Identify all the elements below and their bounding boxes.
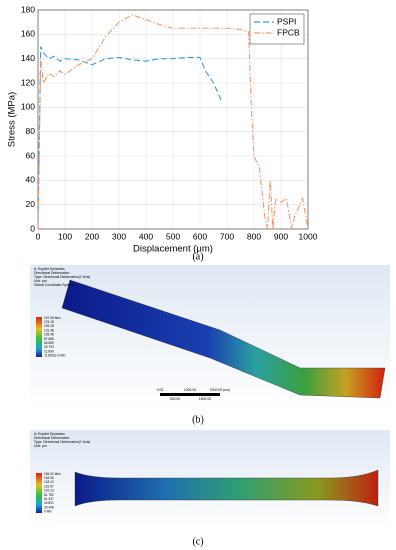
legend-value: 43.793 (44, 345, 54, 349)
x-tick-label: 600 (193, 231, 207, 241)
x-tick-label: 500 (166, 231, 180, 241)
legend-value: 131.38 (44, 328, 54, 332)
legend-value: 184.01 Max (44, 472, 61, 476)
scale-label: 1000.00 (184, 388, 196, 392)
legend-value: 143.12 (44, 480, 54, 484)
x-tick-label: 400 (139, 231, 153, 241)
legend-value: 61.337 (44, 497, 54, 501)
y-tick-label: 60 (26, 150, 36, 160)
legend-value: 0 Min (44, 510, 52, 514)
x-tick-label: 300 (112, 231, 126, 241)
sim-b-colorbar (36, 317, 42, 357)
x-axis-label: Displacement (μm) (133, 244, 213, 255)
scale-label: 0.00 (157, 388, 164, 392)
panel-label: (b) (192, 414, 204, 425)
legend-value: 163.56 (44, 476, 54, 480)
sim-header: Unit: μm (34, 444, 47, 448)
line-series (37, 46, 223, 230)
legend-value: 81.782 (44, 493, 54, 497)
sim-header: Type: Directional Deformation(Y Axis) (34, 440, 90, 444)
legend-value: 40.891 (44, 501, 54, 505)
legend-box (249, 13, 305, 45)
legend-label: PSPI (277, 16, 296, 26)
sim-c-colorbar (36, 473, 42, 513)
sim-b-beam (61, 279, 386, 399)
sim-c-strip (74, 469, 379, 507)
y-tick-label: 160 (21, 29, 35, 39)
x-tick-label: 800 (247, 231, 261, 241)
legend-value: 175.18 (44, 320, 54, 324)
y-axis-label: Stress (MPa) (7, 92, 18, 147)
sim-header: Global Coordinate System (34, 283, 74, 287)
legend-value: 87.586 (44, 337, 54, 341)
panel-label: (a) (192, 251, 203, 262)
line-series (37, 14, 309, 230)
scale-label: 1500.00 (199, 397, 211, 401)
x-tick-label: 1000 (299, 231, 318, 241)
x-tick-label: 200 (85, 231, 99, 241)
y-tick-label: 180 (21, 4, 35, 14)
y-tick-label: 120 (21, 77, 35, 87)
scale-bar (160, 393, 220, 396)
sim-header: A: Explicit Dynamics (34, 432, 65, 436)
y-tick-label: 40 (26, 175, 36, 185)
sim-header: Directional Deformation (34, 436, 70, 440)
scale-label: 2000.00 (um) (210, 388, 230, 392)
x-tick-label: 700 (220, 231, 234, 241)
panel-label: (c) (192, 536, 203, 547)
sim-header: Unit: μm (34, 279, 47, 283)
y-tick-label: 100 (21, 102, 35, 112)
y-tick-label: 140 (21, 53, 35, 63)
sim-header: A: Explicit Dynamics (34, 267, 65, 271)
x-tick-label: 900 (274, 231, 288, 241)
legend-value: 122.67 (44, 484, 54, 488)
legend-value: 20.446 (44, 505, 54, 509)
legend-value: 21.896 (44, 349, 54, 353)
scale-label: 500.00 (170, 397, 180, 401)
legend-value: 102.23 (44, 489, 54, 493)
y-tick-label: 80 (26, 126, 36, 136)
plot-frame (37, 9, 309, 230)
legend-value: 153.28 (44, 324, 54, 328)
legend-value: 197.08 Max (44, 316, 61, 320)
legend-value: 65.689 (44, 341, 54, 345)
x-tick-label: 0 (36, 231, 41, 241)
y-tick-label: 0 (30, 223, 35, 233)
legend-label: FPCB (277, 27, 300, 37)
legend-value: 109.48 (44, 333, 54, 337)
sim-header: Type: Directional Deformation(Y Axis) (34, 275, 90, 279)
legend-value: -5.2062e-5 Min (44, 354, 66, 358)
sim-header: Directional Deformation (34, 271, 70, 275)
x-tick-label: 100 (58, 231, 72, 241)
y-tick-label: 20 (26, 199, 36, 209)
